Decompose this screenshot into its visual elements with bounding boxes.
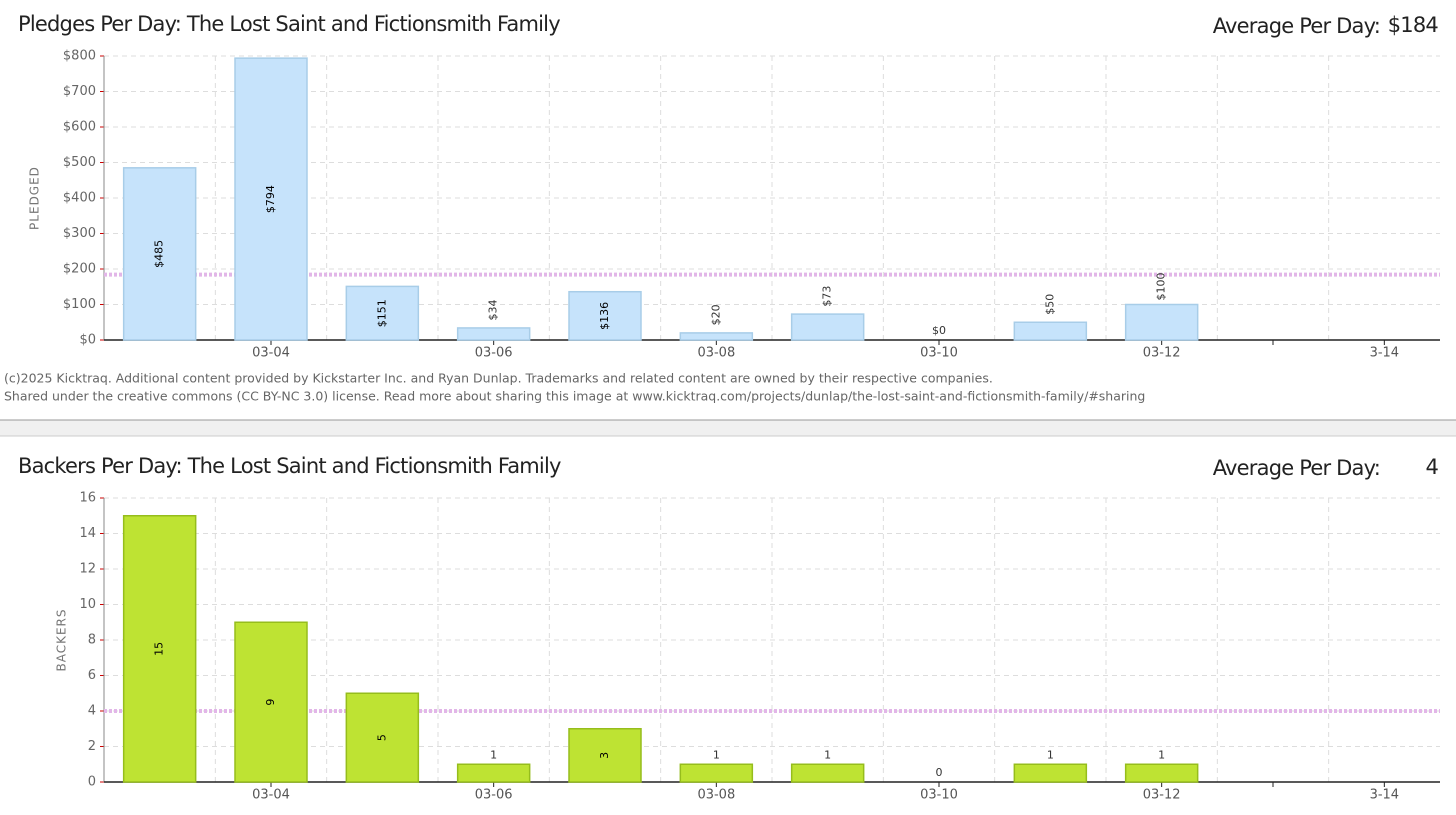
bar bbox=[122, 167, 197, 341]
x-tick-label: 3-14 bbox=[1370, 788, 1400, 803]
chart-title: Backers Per Day: The Lost Saint and Fict… bbox=[18, 454, 561, 478]
y-tick-label: $600 bbox=[63, 120, 96, 135]
bar bbox=[345, 692, 420, 783]
bar bbox=[345, 285, 420, 341]
value-label: $73 bbox=[821, 286, 834, 307]
value-label: 15 bbox=[153, 642, 166, 656]
x-tick-label: 03-06 bbox=[475, 346, 513, 361]
x-tick-label: 03-06 bbox=[475, 788, 513, 803]
value-label: $794 bbox=[264, 185, 277, 213]
y-tick-label: $100 bbox=[63, 297, 96, 312]
separator bbox=[0, 420, 1456, 436]
x-tick-label: 03-10 bbox=[920, 788, 958, 803]
y-tick-label: 12 bbox=[79, 562, 96, 577]
y-tick-label: 10 bbox=[79, 597, 96, 612]
value-label: 1 bbox=[1047, 748, 1054, 761]
value-label: $34 bbox=[487, 299, 500, 320]
y-tick-label: 14 bbox=[79, 526, 96, 541]
bar bbox=[568, 290, 642, 341]
y-tick-label: 6 bbox=[88, 668, 96, 683]
x-tick-label: 03-08 bbox=[697, 346, 735, 361]
value-label: 1 bbox=[490, 748, 497, 761]
bar bbox=[1013, 763, 1088, 783]
average-label: Average Per Day: bbox=[1213, 14, 1380, 38]
bar bbox=[679, 332, 754, 341]
y-tick-label: 2 bbox=[88, 739, 96, 754]
y-tick-label: $300 bbox=[63, 226, 96, 241]
value-label: 5 bbox=[375, 734, 388, 741]
y-axis-label: PLEDGED bbox=[28, 166, 42, 230]
bar bbox=[790, 763, 865, 783]
value-label: $50 bbox=[1043, 294, 1056, 315]
footer-text: (c)2025 Kicktraq. Additional content pro… bbox=[4, 371, 993, 386]
y-tick-label: 16 bbox=[79, 491, 96, 506]
value-label: $100 bbox=[1155, 273, 1168, 301]
y-tick-label: $0 bbox=[79, 333, 96, 348]
y-tick-label: $700 bbox=[63, 84, 96, 99]
footer-text: Shared under the creative commons (CC BY… bbox=[4, 389, 1145, 404]
y-axis-label: BACKERS bbox=[55, 608, 69, 671]
y-tick-label: $400 bbox=[63, 191, 96, 206]
value-label: 1 bbox=[824, 748, 831, 761]
x-tick-label: 3-14 bbox=[1370, 346, 1400, 361]
bar bbox=[1013, 321, 1088, 341]
y-tick-label: 4 bbox=[88, 704, 96, 719]
bar bbox=[679, 763, 754, 783]
x-tick-label: 03-12 bbox=[1143, 346, 1181, 361]
value-label: $151 bbox=[375, 299, 388, 327]
value-label: 3 bbox=[598, 752, 611, 759]
bar bbox=[456, 763, 531, 783]
bar bbox=[1124, 303, 1199, 341]
bar bbox=[122, 515, 197, 783]
y-tick-label: $200 bbox=[63, 262, 96, 277]
x-tick-label: 03-04 bbox=[252, 788, 290, 803]
y-tick-label: $800 bbox=[63, 49, 96, 64]
value-label: $0 bbox=[932, 324, 946, 337]
x-tick-label: 03-10 bbox=[920, 346, 958, 361]
value-label: $20 bbox=[709, 304, 722, 325]
value-label: $136 bbox=[598, 302, 611, 330]
value-label: $485 bbox=[153, 240, 166, 268]
x-tick-label: 03-12 bbox=[1143, 788, 1181, 803]
y-tick-label: 8 bbox=[88, 633, 96, 648]
x-tick-label: 03-04 bbox=[252, 346, 290, 361]
average-value: $184 bbox=[1388, 13, 1439, 37]
y-tick-label: $500 bbox=[63, 155, 96, 170]
bar bbox=[790, 313, 865, 341]
value-label: 0 bbox=[936, 766, 943, 779]
chart-title: Pledges Per Day: The Lost Saint and Fict… bbox=[18, 12, 560, 36]
average-value: 4 bbox=[1425, 455, 1438, 479]
y-tick-label: 0 bbox=[88, 775, 96, 790]
bar bbox=[234, 621, 308, 783]
bar bbox=[456, 327, 531, 341]
x-tick-label: 03-08 bbox=[697, 788, 735, 803]
value-label: 9 bbox=[264, 699, 277, 706]
bar bbox=[1124, 763, 1199, 783]
value-label: 1 bbox=[1158, 748, 1165, 761]
bar bbox=[234, 57, 308, 341]
value-label: 1 bbox=[713, 748, 720, 761]
bar bbox=[568, 728, 642, 783]
average-label: Average Per Day: bbox=[1213, 456, 1380, 480]
